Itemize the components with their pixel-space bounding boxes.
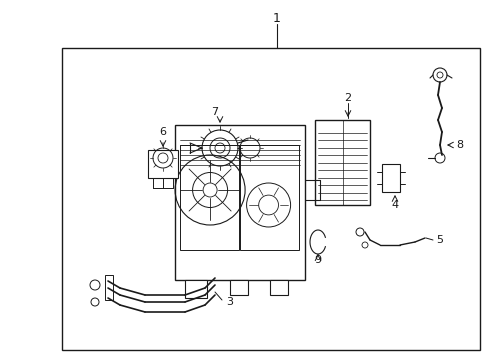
Text: 2: 2 [344,93,351,103]
Text: 3: 3 [226,297,233,307]
Bar [105,275,113,300]
Bar [381,164,399,192]
Bar [62,48,479,350]
Text: 7: 7 [211,107,218,117]
Text: 4: 4 [390,200,398,210]
Bar [269,280,287,295]
Text: 9: 9 [314,255,321,265]
Bar [180,145,238,250]
Bar [148,150,178,178]
Bar [175,125,305,280]
Bar [184,280,206,298]
Bar [240,145,298,250]
Text: 5: 5 [436,235,443,245]
Bar [314,120,369,205]
Text: 6: 6 [159,127,166,137]
Text: 1: 1 [272,12,281,24]
Bar [229,280,247,295]
Text: 8: 8 [455,140,463,150]
